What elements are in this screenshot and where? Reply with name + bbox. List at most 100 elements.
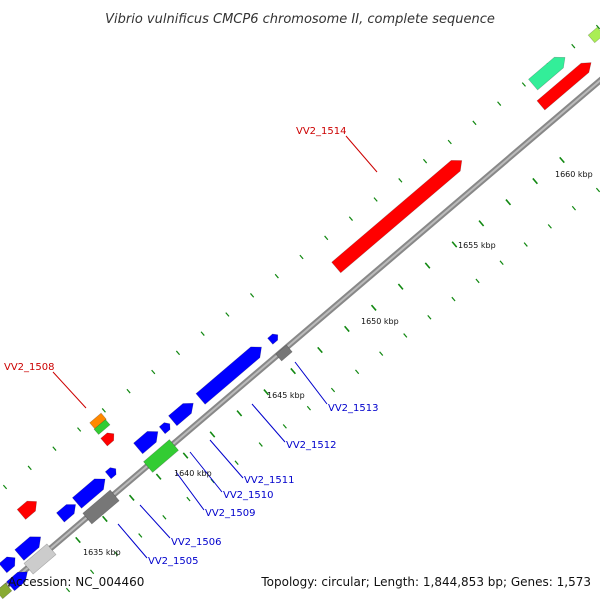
tick xyxy=(151,369,156,375)
tick xyxy=(209,431,216,438)
tick xyxy=(348,216,353,221)
tick xyxy=(451,296,456,302)
tick xyxy=(505,199,512,206)
gene-blue-c[interactable] xyxy=(56,504,76,523)
tick xyxy=(182,452,189,459)
tick xyxy=(126,388,131,394)
gene-vv2-1506-gray[interactable] xyxy=(82,489,120,525)
tick xyxy=(186,496,191,502)
tick xyxy=(595,187,600,193)
tick xyxy=(497,101,502,106)
tick xyxy=(317,346,323,354)
map-title: Vibrio vulnificus CMCP6 chromosome II, c… xyxy=(105,12,495,27)
tick xyxy=(77,427,82,432)
tick xyxy=(330,387,336,393)
gene-vv2-1506[interactable] xyxy=(71,478,106,509)
gene-label-vv2-1513[interactable]: VV2_1513 xyxy=(328,403,379,414)
scale-label-1655: 1655 kbp xyxy=(458,241,496,250)
gene-vv2-1514[interactable] xyxy=(331,160,463,274)
tick xyxy=(397,283,404,290)
tick xyxy=(370,304,377,311)
scale-label-1645: 1645 kbp xyxy=(267,391,305,400)
gene-label-vv2-1510[interactable]: VV2_1510 xyxy=(223,490,274,501)
scale-labels: 1635 kbp 1640 kbp 1645 kbp 1650 kbp 1655… xyxy=(83,170,593,557)
scale-label-1640: 1640 kbp xyxy=(174,469,212,478)
tick xyxy=(547,224,552,229)
callout-line-vv2-1509 xyxy=(175,471,205,511)
gene-label-vv2-1506[interactable]: VV2_1506 xyxy=(171,537,222,548)
tick xyxy=(90,569,95,575)
tick xyxy=(306,405,311,411)
tick xyxy=(403,333,408,338)
callout-line-vv2-1512 xyxy=(251,403,286,443)
gene-green-1509[interactable] xyxy=(143,439,179,473)
tick xyxy=(75,536,81,544)
gene-vv2-1510[interactable] xyxy=(158,422,171,435)
gene-red-top-right[interactable] xyxy=(536,62,592,111)
gene-label-vv2-1514[interactable]: VV2_1514 xyxy=(296,126,347,137)
tick xyxy=(398,178,403,183)
tick xyxy=(355,369,360,375)
gene-gray-a[interactable] xyxy=(275,344,293,362)
gene-vv2-1508-green[interactable] xyxy=(93,419,111,435)
callout-line-vv2-1510 xyxy=(189,451,223,493)
gene-vv2-1505[interactable] xyxy=(14,536,42,561)
gene-label-vv2-1509[interactable]: VV2_1509 xyxy=(205,508,256,519)
tick xyxy=(299,254,304,260)
tick xyxy=(571,205,576,211)
gene-label-vv2-1505[interactable]: VV2_1505 xyxy=(148,556,199,567)
tick xyxy=(324,235,329,241)
tick xyxy=(114,551,119,556)
tick xyxy=(559,156,565,164)
tick xyxy=(128,494,135,501)
tick xyxy=(451,241,458,248)
gene-vv2-1508-red[interactable] xyxy=(100,432,115,447)
callout-line-vv2-1513 xyxy=(294,361,328,405)
gene-vv2-1511[interactable] xyxy=(168,402,194,427)
gene-olive-corner[interactable] xyxy=(0,582,13,600)
gene-labels: VV2_1514 VV2_1508 VV2_1513 VV2_1512 VV2_… xyxy=(4,126,379,567)
tick xyxy=(52,446,57,451)
tick xyxy=(155,473,162,480)
tick xyxy=(595,24,600,30)
tick xyxy=(472,120,477,126)
callout-line-vv2-1511 xyxy=(209,439,244,479)
callout-line-vv2-1508 xyxy=(52,371,87,409)
gene-green-corner[interactable] xyxy=(587,26,600,44)
tick xyxy=(499,260,504,266)
topology-summary: Topology: circular; Length: 1,844,853 bp… xyxy=(260,575,591,589)
tick xyxy=(424,262,431,269)
tick xyxy=(250,293,255,298)
callout-line-vv2-1506 xyxy=(139,504,171,539)
tick xyxy=(65,587,71,593)
gene-label-vv2-1508[interactable]: VV2_1508 xyxy=(4,362,55,373)
tick xyxy=(234,460,239,466)
gene-vv2-1509[interactable] xyxy=(133,431,159,455)
tick xyxy=(258,442,263,447)
tick xyxy=(447,139,452,145)
gene-blue-edge[interactable] xyxy=(0,556,16,574)
tick xyxy=(478,220,485,227)
tick xyxy=(523,242,528,247)
gene-label-vv2-1511[interactable]: VV2_1511 xyxy=(244,475,295,486)
tick xyxy=(263,389,270,396)
tick xyxy=(2,484,8,490)
tick xyxy=(236,410,243,417)
scale-label-1650: 1650 kbp xyxy=(361,317,399,326)
tick xyxy=(27,465,32,471)
gene-blue-small-a[interactable] xyxy=(267,333,279,345)
gene-teal-top-right[interactable] xyxy=(528,56,566,91)
callout-line-vv2-1514 xyxy=(345,135,378,173)
tick xyxy=(379,351,384,356)
gene-red-left[interactable] xyxy=(16,500,37,520)
gene-vv2-1512[interactable] xyxy=(195,346,262,405)
gene-label-vv2-1512[interactable]: VV2_1512 xyxy=(286,440,337,451)
tick xyxy=(101,408,106,413)
gene-vv2-1505-gray[interactable] xyxy=(23,543,57,575)
gene-blue-bottom[interactable] xyxy=(6,571,28,592)
tick xyxy=(274,273,279,279)
accession-text: Accession: NC_004460 xyxy=(8,575,144,589)
gene-vv2-1508-orange[interactable] xyxy=(89,412,107,430)
gene-blue-small-b[interactable] xyxy=(104,467,117,480)
